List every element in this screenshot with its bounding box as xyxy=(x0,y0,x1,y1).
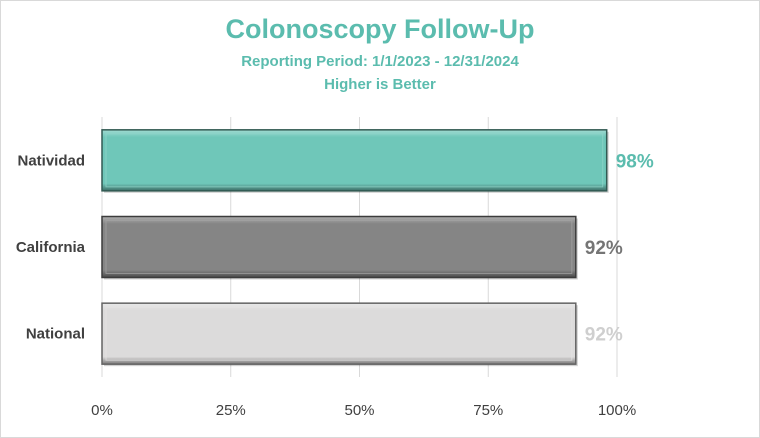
x-tick-label: 25% xyxy=(216,402,246,419)
chart-subtitle-period: Reporting Period: 1/1/2023 - 12/31/2024 xyxy=(241,53,519,70)
x-tick-label: 0% xyxy=(91,402,113,419)
category-label: Natividad xyxy=(17,152,85,169)
bar-bevel xyxy=(105,133,604,188)
bar-rect xyxy=(101,302,577,365)
bar-rect xyxy=(101,129,608,192)
data-label: 98% xyxy=(616,151,654,172)
x-tick-label: 75% xyxy=(473,402,503,419)
x-tick-label: 50% xyxy=(344,402,374,419)
data-label: 92% xyxy=(585,325,623,346)
bar-california xyxy=(101,215,578,280)
bar-national xyxy=(101,302,578,367)
category-label: California xyxy=(16,239,86,256)
bar-bevel xyxy=(105,306,573,361)
labels: 0% 25% 50% 75% 100% Natividad 98% California 92%… xyxy=(16,151,654,419)
bar-natividad xyxy=(101,129,609,193)
bar-bevel xyxy=(105,220,573,274)
x-tick-label: 100% xyxy=(598,402,636,419)
chart-subtitle-note: Higher is Better xyxy=(324,76,436,93)
category-label: National xyxy=(26,326,85,343)
data-label: 92% xyxy=(585,238,623,259)
bar-rect xyxy=(101,215,577,279)
bars xyxy=(101,129,609,367)
chart-title: Colonoscopy Follow-Up xyxy=(225,14,535,44)
